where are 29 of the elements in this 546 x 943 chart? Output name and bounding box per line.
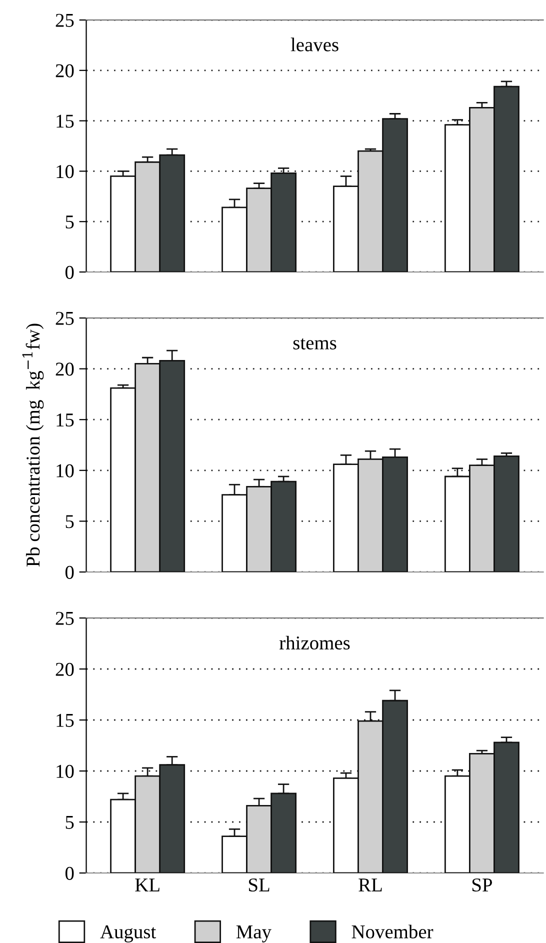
y-tick-label: 25 xyxy=(56,612,74,625)
text: leaves xyxy=(290,38,338,52)
y-tick-label: 25 xyxy=(56,14,74,27)
y-tick-label: 20 xyxy=(56,362,74,376)
y-tick-label: 20 xyxy=(56,662,74,676)
text: rhizomes xyxy=(280,636,350,650)
x-tick-label: SP xyxy=(472,878,492,892)
y-tick-label: 15 xyxy=(56,414,74,427)
legend-label: November xyxy=(352,924,434,938)
y-axis-title: Pb concentration (mg kg$^{−1}$fw) xyxy=(22,324,44,567)
y-tick-label: 20 xyxy=(56,64,74,78)
x-tick-label: SL xyxy=(248,878,270,892)
y-tick-label: 15 xyxy=(56,714,74,727)
y-tick-label: 5 xyxy=(66,216,74,229)
legend-label: May xyxy=(236,925,272,942)
y-tick-label: 25 xyxy=(56,312,74,325)
y-tick-label: 0 xyxy=(65,566,74,579)
y-tick-label: 10 xyxy=(56,165,74,178)
y-tick-label: 0 xyxy=(65,266,74,279)
y-tick-label: 10 xyxy=(56,764,74,778)
y-tick-label: 5 xyxy=(66,515,74,528)
legend-label: August xyxy=(100,925,156,942)
y-tick-label: 5 xyxy=(66,816,74,829)
y-tick-label: 15 xyxy=(56,114,74,128)
x-tick-label: RL xyxy=(358,878,382,892)
x-tick-label: KL xyxy=(135,878,160,892)
y-tick-label: 10 xyxy=(56,464,74,478)
text: stems xyxy=(293,338,336,350)
y-tick-label: 0 xyxy=(65,866,74,880)
